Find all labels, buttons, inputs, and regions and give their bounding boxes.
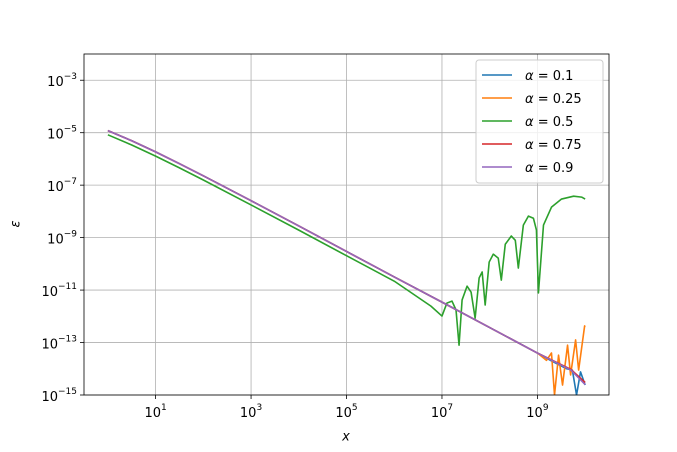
series-line xyxy=(107,129,586,386)
y-tick-label: 10−5 xyxy=(47,124,77,142)
y-tick-label: 10−15 xyxy=(41,387,77,405)
legend-label: α = 0.75 xyxy=(525,138,582,153)
y-tick-label: 10−3 xyxy=(47,72,77,90)
series-line xyxy=(107,134,586,347)
y-tick-label: 10−9 xyxy=(47,229,77,247)
axes: 101 103 105 107 109 10−15 10−13 10−11 10−9 10−7 10… xyxy=(41,72,548,421)
x-tick-label: 109 xyxy=(526,403,549,421)
x-tick-label: 105 xyxy=(335,403,357,421)
y-tick-label: 10−7 xyxy=(47,177,77,195)
x-tick-label: 103 xyxy=(240,403,262,421)
legend-label: α = 0.1 xyxy=(525,69,573,84)
y-axis-label: ε xyxy=(9,220,24,227)
legend-label: α = 0.9 xyxy=(525,161,573,176)
x-axis-label: x xyxy=(341,430,350,445)
legend-label: α = 0.5 xyxy=(525,115,573,130)
y-tick-label: 10−11 xyxy=(41,282,77,300)
legend-label: α = 0.25 xyxy=(525,92,582,107)
legend: α = 0.1 α = 0.25 α = 0.5 α = 0.75 α = 0.9 xyxy=(475,59,604,184)
legend-box xyxy=(475,59,604,184)
x-tick-label: 101 xyxy=(144,403,166,421)
x-tick-label: 107 xyxy=(431,403,453,421)
y-tick-label: 10−13 xyxy=(41,334,77,352)
lines xyxy=(107,129,586,395)
